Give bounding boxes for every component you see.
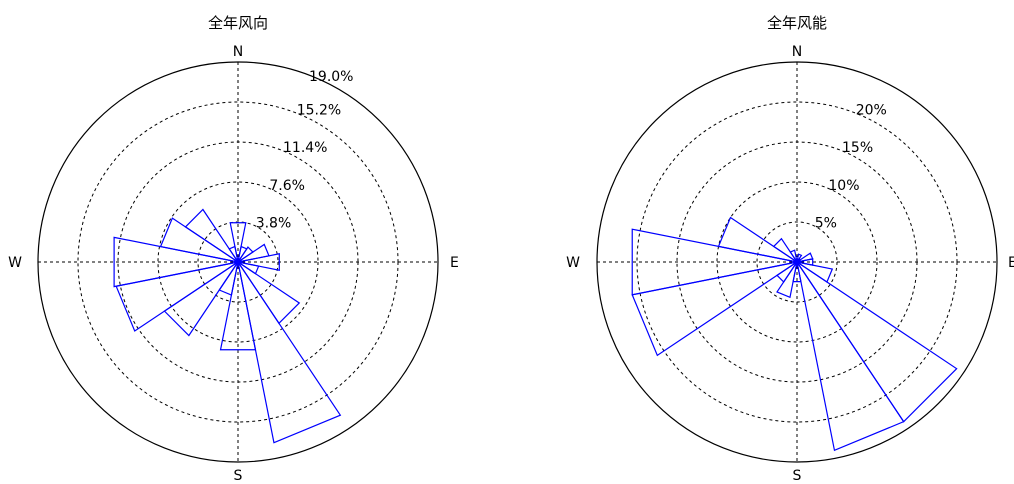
ring-label-4: 15.2% <box>297 103 341 119</box>
petals-group <box>631 216 958 452</box>
west-label: W <box>8 255 22 271</box>
petal-wnw <box>159 217 239 263</box>
petal-nw <box>772 237 798 263</box>
petal-nnw <box>228 245 239 263</box>
ring-label-3: 11.4% <box>283 140 327 156</box>
ring-label-1: 5% <box>815 215 837 231</box>
petal-wnw <box>717 216 798 263</box>
ring-label-4: 20% <box>856 103 887 119</box>
ring-label-3: 15% <box>842 140 873 156</box>
ring-label-2: 7.6% <box>269 178 305 194</box>
petal-wsw <box>115 261 239 332</box>
south-label: S <box>793 468 802 484</box>
ring-2 <box>157 181 319 343</box>
chart-title: 全年风向 <box>208 14 268 32</box>
wind-energy-rose: 全年风能 5% 10% 15% 20% N E S W <box>566 14 1014 484</box>
south-label: S <box>234 468 243 484</box>
petal-sse <box>796 261 905 452</box>
west-label: W <box>566 255 580 271</box>
north-label: N <box>233 44 243 60</box>
petal-se <box>237 261 301 325</box>
petal-wsw <box>631 261 798 357</box>
east-label: E <box>1008 255 1014 271</box>
petal-se <box>796 261 958 423</box>
petal-sse <box>237 261 342 444</box>
east-label: E <box>450 255 459 271</box>
petal-sw <box>163 261 239 337</box>
petal-nw <box>184 208 239 263</box>
petal-nnw <box>789 249 798 263</box>
north-label: N <box>792 44 802 60</box>
petal-w <box>631 228 798 296</box>
wind-direction-rose: 全年风向 3.8% 7.6% 11.4% 15.2% 19.0% N E S W <box>8 14 459 484</box>
ring-label-5: 19.0% <box>309 69 353 85</box>
petal-s <box>219 261 257 351</box>
chart-title: 全年风能 <box>767 14 827 32</box>
petals-group <box>113 208 342 444</box>
ring-label-1: 3.8% <box>256 215 292 231</box>
ring-2 <box>716 181 878 343</box>
ring-label-2: 10% <box>828 178 859 194</box>
petal-n <box>229 222 247 263</box>
